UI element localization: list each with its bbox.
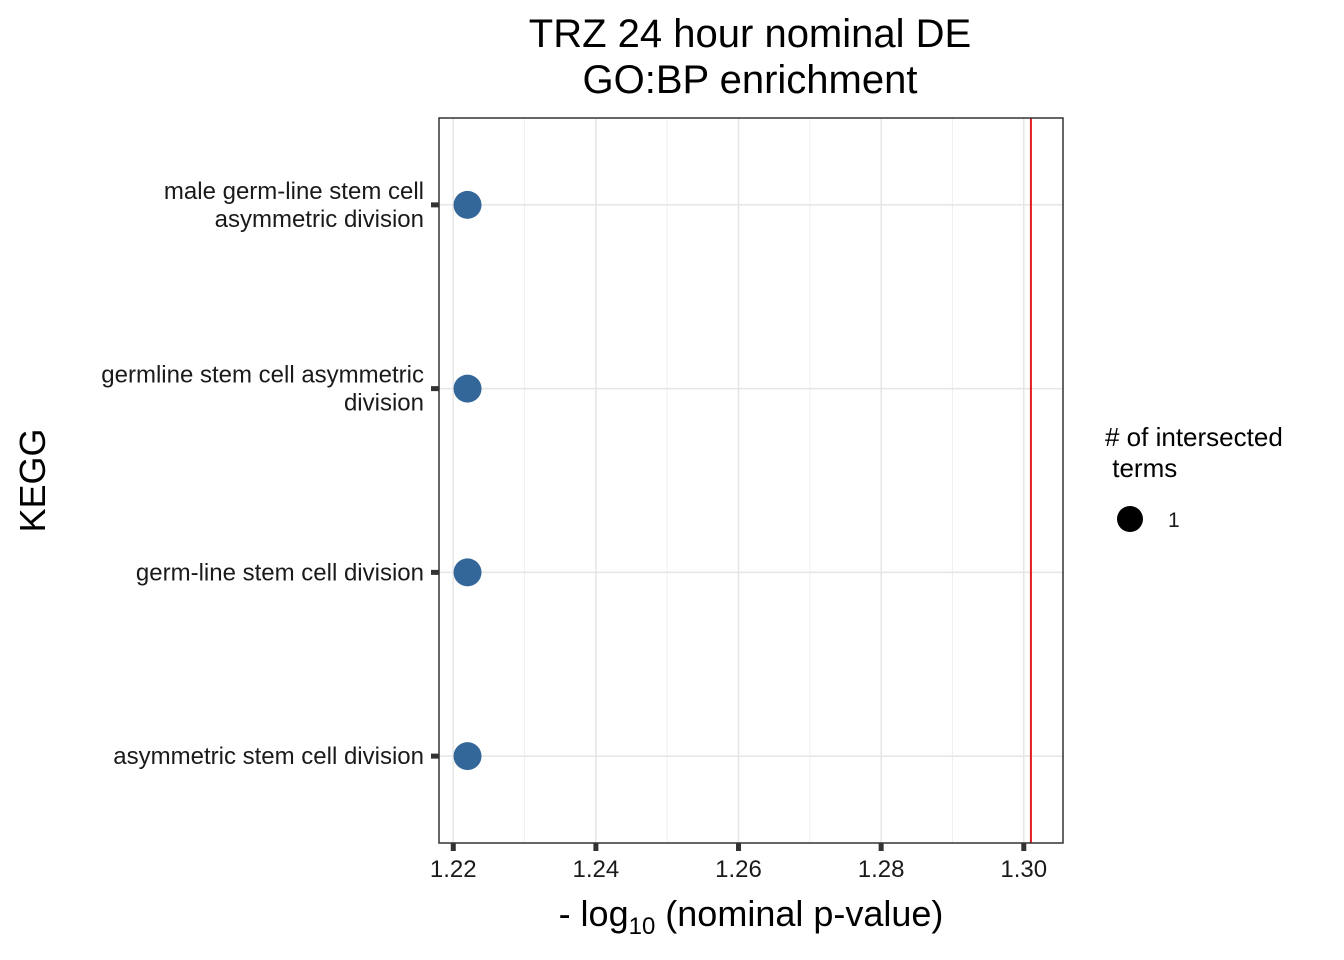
y-axis: male germ-line stem cell asymmetric divis… — [12, 178, 439, 770]
x-tick-label: 1.26 — [715, 856, 762, 883]
legend-title-line: # of intersected — [1105, 422, 1283, 452]
panel-background — [439, 118, 1063, 843]
panel-border — [438, 117, 1064, 844]
data-point — [453, 374, 482, 403]
legend-label: 1 — [1168, 509, 1180, 532]
legend-title-line: terms — [1105, 453, 1177, 483]
x-tick-label: 1.24 — [573, 856, 620, 883]
x-tick-label: 1.28 — [858, 856, 905, 883]
data-point — [453, 190, 482, 219]
x-tick-label: 1.30 — [1000, 856, 1047, 883]
title-line-2: GO:BP enrichment — [583, 58, 918, 102]
x-axis-title: - log10 (nominal p-value) — [559, 893, 944, 940]
y-tick-label: germ-line stem cell division — [136, 559, 424, 586]
legend-key — [1117, 506, 1143, 532]
x-tick-label: 1.22 — [430, 856, 477, 883]
y-axis-title: KEGG — [12, 428, 53, 532]
x-axis: 1.22 1.24 1.26 1.28 1.30 - log10 (nominal p-v… — [430, 843, 1047, 940]
data-point — [453, 558, 482, 587]
title-line-1: TRZ 24 hour nominal DE — [529, 12, 971, 56]
plot-panel — [438, 117, 1064, 844]
y-tick-label: male germ-line stem cell asymmetric divis… — [164, 178, 424, 233]
y-tick-label: asymmetric stem cell division — [113, 743, 424, 770]
y-tick-label: germline stem cell asymmetric division — [101, 362, 424, 417]
data-point — [453, 742, 482, 771]
legend: # of intersected terms 1 — [1105, 422, 1283, 532]
